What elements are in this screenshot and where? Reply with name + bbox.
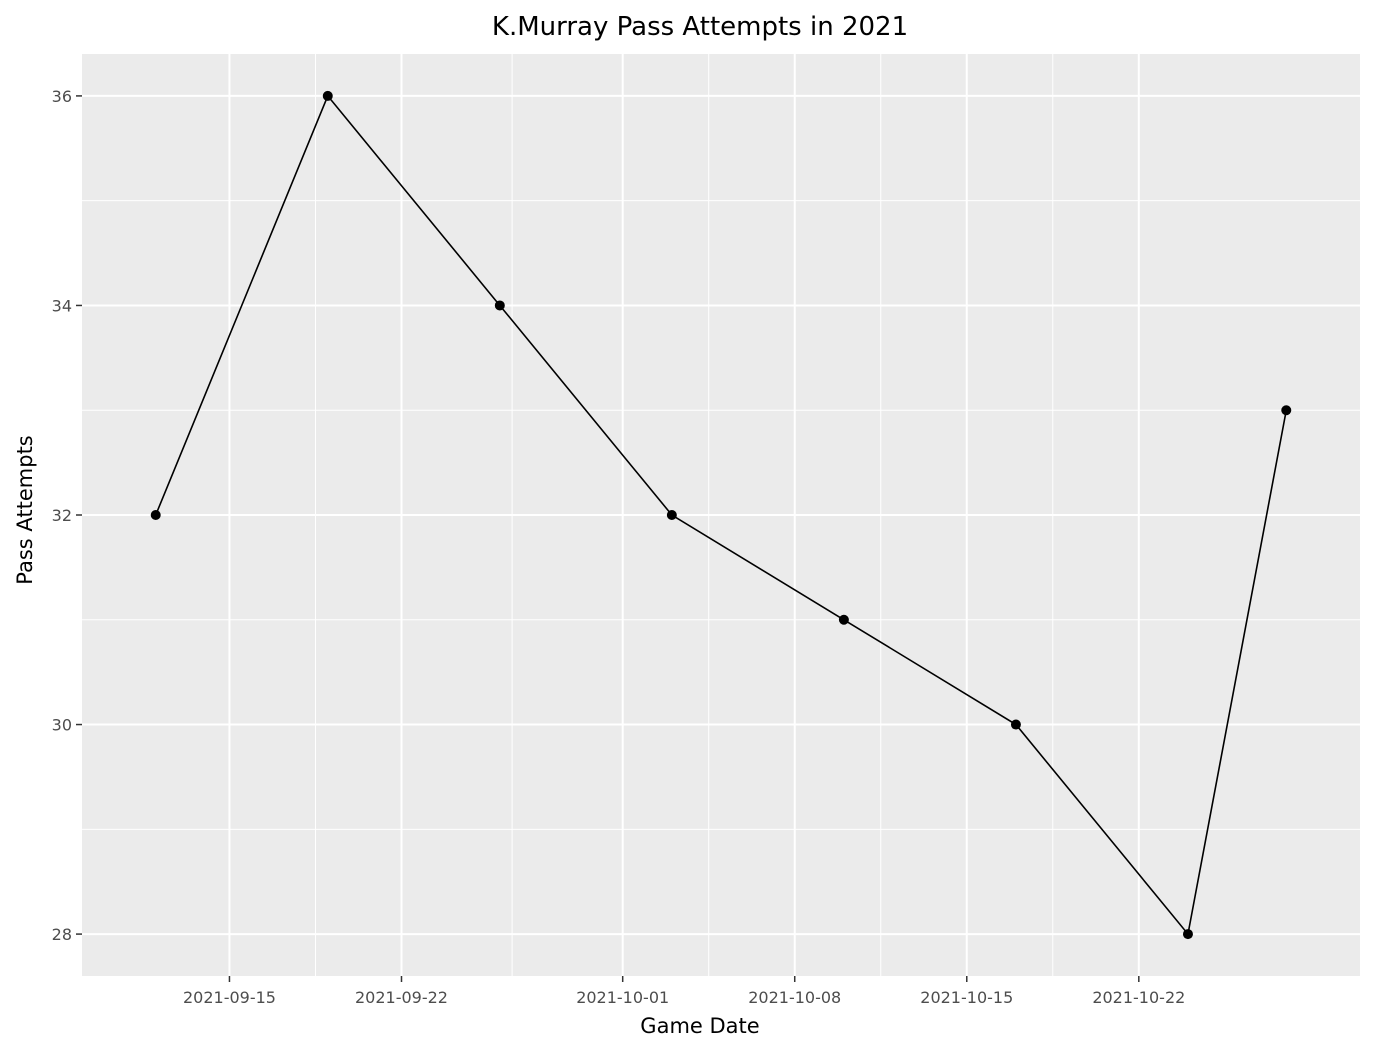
data-point [322, 90, 333, 101]
data-point [838, 614, 849, 625]
x-tick-label: 2021-10-15 [920, 988, 1013, 1007]
y-axis-ticks: 28 30 32 34 36 [52, 87, 82, 944]
major-gridlines [82, 54, 1360, 976]
series-group [150, 90, 1292, 940]
chart-title: K.Murray Pass Attempts in 2021 [492, 12, 908, 42]
x-tick-label: 2021-09-15 [183, 988, 276, 1007]
y-tick-label: 32 [52, 506, 72, 525]
data-point [1281, 405, 1292, 416]
x-axis-ticks: 2021-09-15 2021-09-22 2021-10-01 2021-10-08… [183, 976, 1185, 1007]
data-point [494, 300, 505, 311]
x-tick-label: 2021-09-22 [355, 988, 448, 1007]
y-tick-label: 30 [52, 716, 72, 735]
x-tick-label: 2021-10-22 [1092, 988, 1185, 1007]
y-tick-label: 28 [52, 925, 72, 944]
x-tick-label: 2021-10-08 [748, 988, 841, 1007]
x-axis-label: Game Date [640, 1014, 759, 1038]
data-point [1010, 719, 1021, 730]
y-tick-label: 36 [52, 87, 72, 106]
data-point [666, 510, 677, 520]
x-tick-label: 2021-10-01 [576, 988, 669, 1007]
y-tick-label: 34 [52, 296, 72, 315]
y-axis-label: Pass Attempts [13, 435, 37, 585]
data-point [150, 510, 161, 520]
series-line [154, 94, 1288, 936]
data-point [1182, 929, 1193, 940]
